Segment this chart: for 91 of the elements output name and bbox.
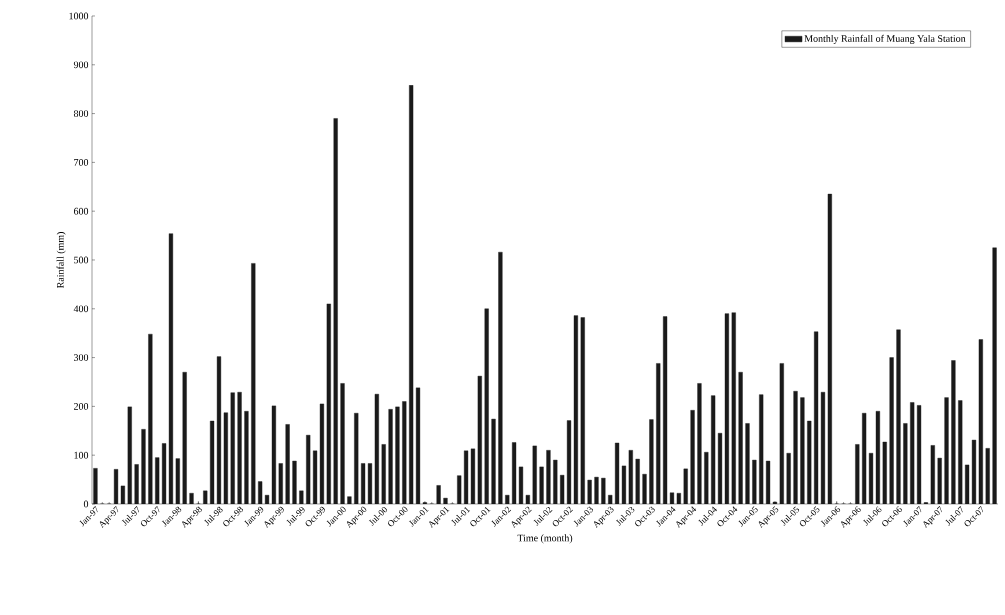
bar bbox=[93, 468, 98, 504]
bar bbox=[951, 360, 956, 504]
bar bbox=[175, 458, 180, 504]
y-tick-label: 0 bbox=[83, 500, 89, 508]
bar bbox=[141, 429, 146, 504]
bar bbox=[477, 375, 482, 504]
y-tick-label: 200 bbox=[73, 403, 89, 410]
bar bbox=[189, 493, 194, 504]
bar bbox=[608, 495, 613, 504]
bar bbox=[285, 424, 290, 504]
bar bbox=[347, 496, 352, 504]
bar bbox=[532, 445, 537, 504]
y-axis-title: Rainfall (mm) bbox=[56, 232, 66, 289]
bar bbox=[800, 397, 805, 504]
bar bbox=[930, 445, 935, 504]
bar bbox=[326, 303, 331, 504]
bar bbox=[807, 420, 812, 504]
x-axis-title: Time (month) bbox=[517, 534, 573, 544]
bar bbox=[649, 419, 654, 504]
y-tick-label: 300 bbox=[74, 354, 89, 361]
bar bbox=[889, 357, 894, 504]
bar bbox=[635, 458, 640, 504]
bar bbox=[594, 476, 599, 504]
bar bbox=[155, 457, 160, 504]
bar bbox=[340, 383, 345, 504]
bar bbox=[333, 118, 338, 504]
bar bbox=[484, 308, 489, 504]
bar bbox=[292, 460, 297, 504]
bar bbox=[395, 406, 400, 504]
bar bbox=[203, 490, 208, 504]
y-tick-label: 500 bbox=[74, 256, 89, 264]
bar bbox=[697, 383, 702, 504]
y-tick-label: 600 bbox=[73, 207, 89, 215]
bar bbox=[985, 448, 990, 504]
bar bbox=[656, 363, 661, 504]
bar bbox=[793, 391, 798, 504]
bar bbox=[491, 418, 496, 504]
bar bbox=[299, 490, 304, 504]
bar bbox=[992, 247, 997, 504]
bar bbox=[134, 464, 139, 504]
bar bbox=[896, 329, 901, 504]
bar bbox=[731, 312, 736, 504]
y-tick-label: 100 bbox=[74, 451, 89, 459]
bar bbox=[752, 459, 757, 504]
bar bbox=[457, 475, 462, 504]
bar bbox=[127, 406, 132, 504]
bar bbox=[230, 392, 235, 504]
bar bbox=[745, 423, 750, 504]
bar bbox=[443, 497, 448, 504]
bar bbox=[642, 474, 647, 504]
bar bbox=[601, 477, 606, 504]
bar bbox=[944, 397, 949, 504]
bar bbox=[690, 410, 695, 504]
bar bbox=[580, 317, 585, 504]
y-tick-label: 400 bbox=[73, 305, 89, 313]
bar bbox=[704, 452, 709, 504]
bar bbox=[937, 457, 942, 504]
y-tick-label: 700 bbox=[74, 159, 89, 166]
bar bbox=[587, 479, 592, 504]
bar bbox=[498, 251, 503, 504]
bar bbox=[381, 444, 386, 504]
y-tick-label: 900 bbox=[73, 61, 89, 69]
bar bbox=[738, 372, 743, 504]
bar bbox=[244, 411, 249, 504]
bar bbox=[546, 450, 551, 504]
bar bbox=[354, 413, 359, 504]
bar bbox=[628, 450, 633, 504]
y-tick-label: 800 bbox=[73, 110, 89, 117]
bar bbox=[182, 372, 187, 504]
bar bbox=[958, 400, 963, 504]
bar bbox=[251, 263, 256, 504]
bar bbox=[910, 402, 915, 504]
bar bbox=[855, 444, 860, 504]
bar bbox=[278, 463, 283, 504]
bar bbox=[903, 423, 908, 504]
legend-label: Monthly Rainfall of Muang Yala Station bbox=[804, 34, 966, 44]
bar bbox=[388, 409, 393, 504]
bar bbox=[759, 394, 764, 504]
bar bbox=[148, 333, 153, 504]
bar bbox=[436, 485, 441, 504]
bar bbox=[553, 459, 558, 504]
bar bbox=[306, 434, 311, 504]
bar bbox=[786, 453, 791, 504]
y-tick-label: 1000 bbox=[69, 12, 89, 20]
bar bbox=[779, 363, 784, 504]
bar bbox=[539, 466, 544, 504]
bar bbox=[505, 495, 510, 504]
bar bbox=[683, 468, 688, 504]
bar bbox=[402, 401, 407, 504]
bar bbox=[237, 392, 242, 504]
bar bbox=[882, 441, 887, 504]
